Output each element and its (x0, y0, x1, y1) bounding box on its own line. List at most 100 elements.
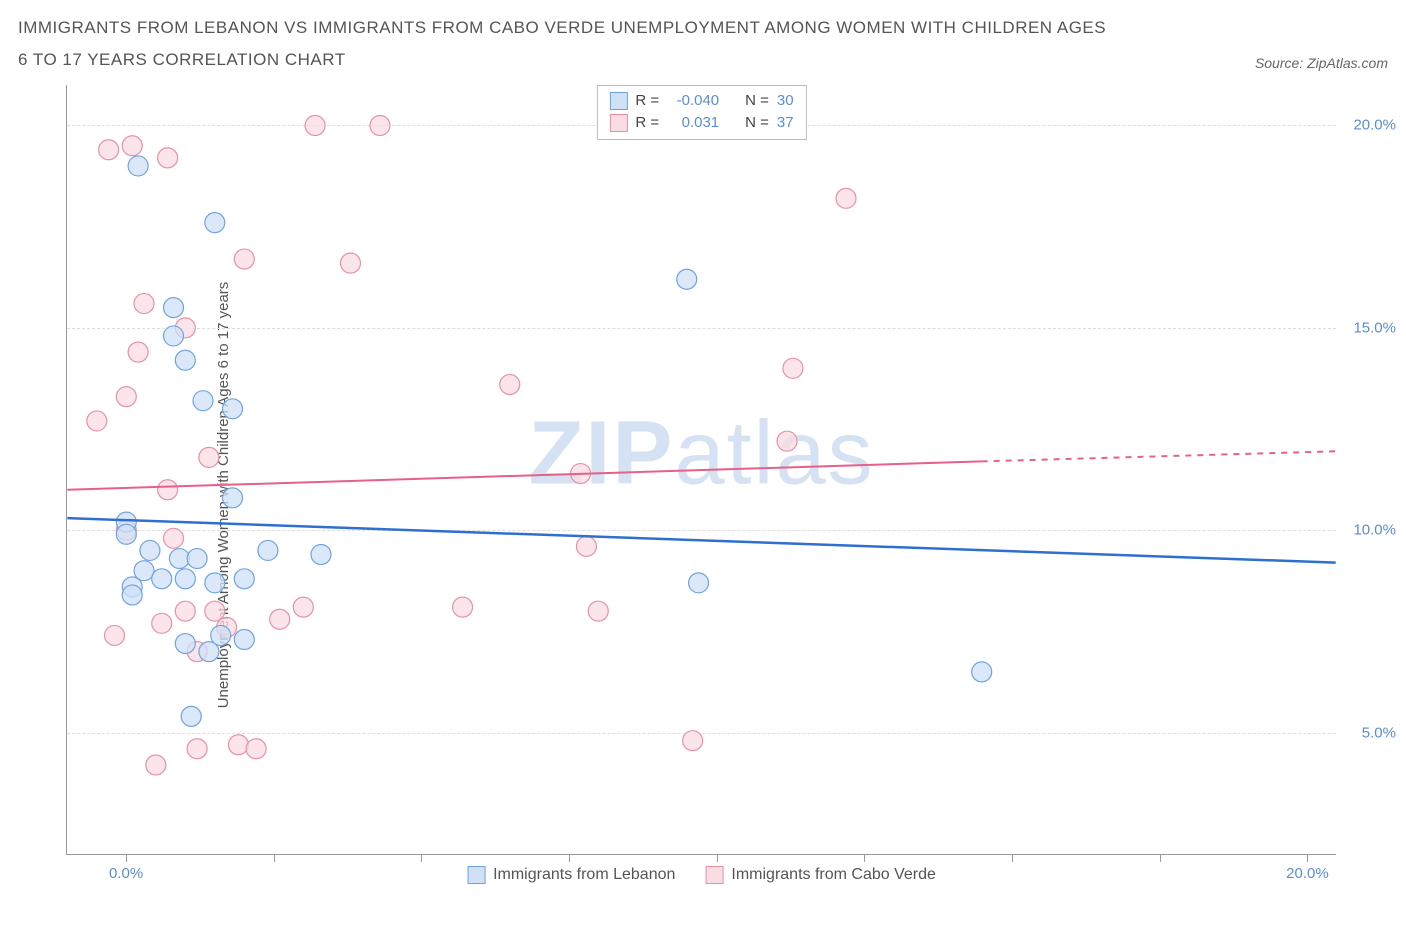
y-tick-label: 10.0% (1353, 522, 1396, 539)
r-value-lebanon: -0.040 (667, 90, 719, 113)
x-tick (274, 854, 275, 862)
data-point (500, 374, 520, 394)
data-point (128, 342, 148, 362)
r-label: R = (635, 112, 659, 135)
data-point (588, 601, 608, 621)
x-tick (126, 854, 127, 862)
data-point (689, 572, 709, 592)
x-tick-label-right: 20.0% (1286, 865, 1329, 882)
x-tick (569, 854, 570, 862)
r-value-caboverde: 0.031 (667, 112, 719, 135)
legend-swatch-lebanon (467, 866, 485, 884)
data-point (175, 568, 195, 588)
x-tick (717, 854, 718, 862)
data-point (175, 633, 195, 653)
data-point (972, 661, 992, 681)
x-tick-label-left: 0.0% (109, 865, 143, 882)
data-point (677, 269, 697, 289)
data-point (234, 249, 254, 269)
data-point (181, 706, 201, 726)
legend-item-caboverde: Immigrants from Cabo Verde (705, 866, 936, 884)
data-point (152, 568, 172, 588)
data-point (453, 597, 473, 617)
data-point (270, 609, 290, 629)
n-value-lebanon: 30 (777, 90, 794, 113)
data-point (140, 540, 160, 560)
data-point (164, 528, 184, 548)
legend-label-lebanon: Immigrants from Lebanon (493, 866, 675, 884)
data-point (234, 629, 254, 649)
y-tick-label: 15.0% (1353, 319, 1396, 336)
source-attribution: Source: ZipAtlas.com (1255, 55, 1388, 77)
data-point (146, 755, 166, 775)
data-point (158, 147, 178, 167)
data-point (199, 447, 219, 467)
data-point (211, 625, 231, 645)
data-point (836, 188, 856, 208)
legend-label-caboverde: Immigrants from Cabo Verde (731, 866, 936, 884)
chart-container: Unemployment Among Women with Children A… (18, 85, 1388, 905)
chart-title: IMMIGRANTS FROM LEBANON VS IMMIGRANTS FR… (18, 12, 1118, 77)
data-point (152, 613, 172, 633)
data-point (87, 411, 107, 431)
data-point (175, 350, 195, 370)
data-point (193, 390, 213, 410)
source-name: ZipAtlas.com (1307, 55, 1388, 71)
n-label: N = (745, 90, 769, 113)
bottom-legend: Immigrants from Lebanon Immigrants from … (467, 866, 936, 884)
trend-line (982, 451, 1336, 461)
stats-row-caboverde: R = 0.031 N = 37 (609, 112, 793, 135)
data-point (158, 479, 178, 499)
data-point (234, 568, 254, 588)
data-point (223, 398, 243, 418)
data-point (122, 135, 142, 155)
data-point (777, 431, 797, 451)
data-point (134, 560, 154, 580)
data-point (258, 540, 278, 560)
data-point (246, 738, 266, 758)
data-point (128, 156, 148, 176)
data-point (122, 585, 142, 605)
data-point (223, 487, 243, 507)
x-tick (864, 854, 865, 862)
x-tick (421, 854, 422, 862)
r-label: R = (635, 90, 659, 113)
data-point (164, 297, 184, 317)
data-point (175, 601, 195, 621)
data-point (783, 358, 803, 378)
x-tick (1012, 854, 1013, 862)
data-point (576, 536, 596, 556)
chart-header: IMMIGRANTS FROM LEBANON VS IMMIGRANTS FR… (0, 0, 1406, 85)
stats-legend-box: R = -0.040 N = 30 R = 0.031 N = 37 (596, 85, 806, 140)
swatch-caboverde (609, 114, 627, 132)
plot-area: ZIPatlas R = -0.040 N = 30 R = 0.031 N =… (66, 85, 1336, 855)
data-point (164, 326, 184, 346)
data-point (99, 139, 119, 159)
plot-svg (67, 85, 1336, 854)
x-tick (1160, 854, 1161, 862)
data-point (187, 548, 207, 568)
data-point (105, 625, 125, 645)
data-point (370, 115, 390, 135)
legend-swatch-caboverde (705, 866, 723, 884)
source-prefix: Source: (1255, 55, 1307, 71)
data-point (187, 738, 207, 758)
data-point (683, 730, 703, 750)
data-point (228, 734, 248, 754)
data-point (134, 293, 154, 313)
data-point (116, 386, 136, 406)
data-point (305, 115, 325, 135)
data-point (205, 572, 225, 592)
data-point (293, 597, 313, 617)
y-tick-label: 5.0% (1362, 725, 1396, 742)
swatch-lebanon (609, 92, 627, 110)
data-point (116, 524, 136, 544)
x-tick (1307, 854, 1308, 862)
legend-item-lebanon: Immigrants from Lebanon (467, 866, 675, 884)
trend-line (67, 518, 1335, 563)
n-label: N = (745, 112, 769, 135)
y-tick-label: 20.0% (1353, 117, 1396, 134)
n-value-caboverde: 37 (777, 112, 794, 135)
data-point (205, 212, 225, 232)
data-point (341, 253, 361, 273)
